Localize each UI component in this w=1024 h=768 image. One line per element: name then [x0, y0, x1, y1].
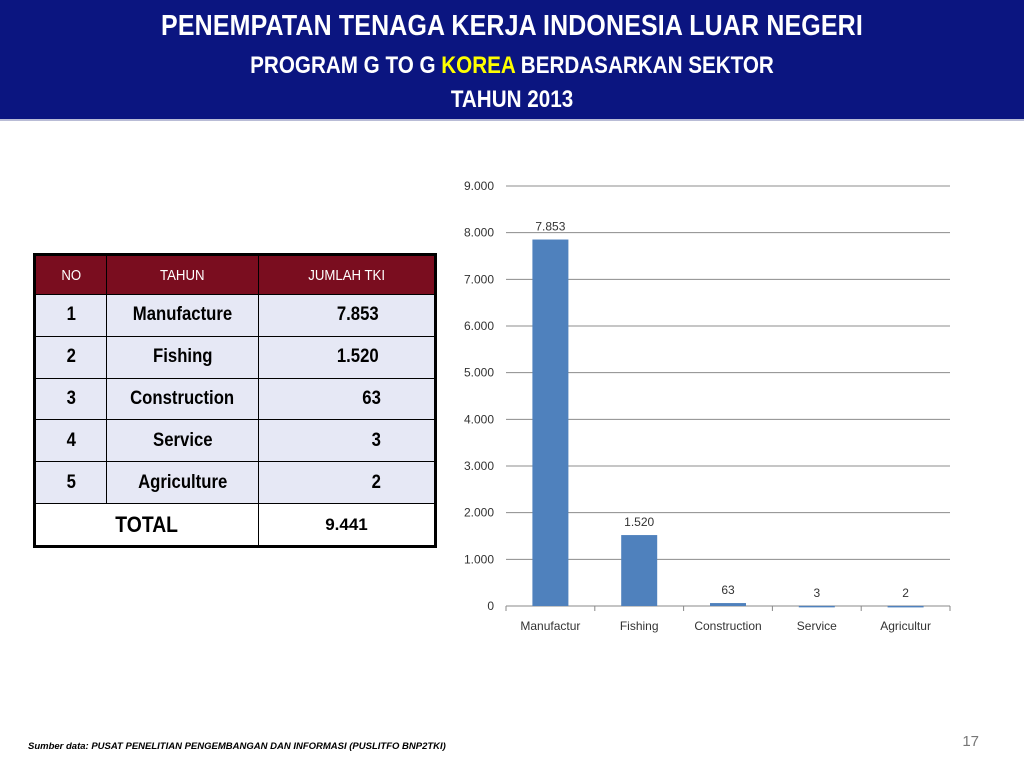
table-row: 1 Manufacture 7.853 [34, 294, 436, 337]
row-count: 3 [258, 419, 436, 463]
row-sector: Agriculture [106, 461, 259, 505]
row-no: 5 [34, 461, 107, 505]
data-label: 3 [813, 586, 820, 600]
slide-year: TAHUN 2013 [450, 86, 574, 113]
table-total-row: TOTAL 9.441 [34, 503, 436, 547]
x-tick-label: Manufactur [520, 619, 580, 633]
col-header-tahun: TAHUN [106, 254, 259, 295]
subtitle-suffix: BERDASARKAN SEKTOR [515, 52, 774, 79]
bar [710, 603, 746, 606]
sector-bar-chart: 0 1.000 2.000 3.000 4.000 5.000 6.000 7.000 8.00… [464, 179, 951, 633]
data-label: 2 [902, 586, 909, 600]
subtitle-highlight-korea: KOREA [441, 52, 516, 79]
row-count: 7.853 [258, 294, 436, 337]
bar [798, 605, 835, 608]
total-value: 9.441 [258, 503, 436, 547]
table-row: 2 Fishing 1.520 [34, 335, 436, 379]
bar [621, 535, 658, 606]
y-tick-label: 2.000 [464, 506, 494, 520]
row-sector: Fishing [106, 335, 259, 379]
table-row: 3 Construction 63 [34, 377, 436, 421]
page-number: 17 [962, 733, 979, 750]
chart-data-labels: 7.853 1.520 63 3 2 [535, 220, 909, 600]
x-tick-label: Construction [694, 619, 761, 633]
data-label: 63 [721, 583, 735, 597]
source-note: Sumber data: PUSAT PENELITIAN PENGEMBANG… [28, 741, 446, 752]
y-tick-label: 4.000 [464, 412, 494, 426]
table-row: 5 Agriculture 2 [34, 461, 436, 505]
y-tick-label: 5.000 [464, 366, 494, 380]
row-count: 1.520 [258, 335, 436, 379]
data-label: 1.520 [624, 515, 654, 529]
slide-title: PENEMPATAN TENAGA KERJA INDONESIA LUAR N… [161, 10, 863, 42]
row-no: 3 [34, 377, 107, 421]
y-tick-label: 3.000 [464, 459, 494, 473]
x-tick-label: Service [797, 619, 837, 633]
y-tick-label: 8.000 [464, 226, 494, 240]
sector-table: NO TAHUN JUMLAH TKI 1 Manufacture 7.853 … [33, 253, 437, 548]
chart-gridlines [505, 185, 951, 611]
table-row: 4 Service 3 [34, 419, 436, 463]
row-sector: Service [106, 419, 259, 463]
y-tick-label: 0 [487, 599, 494, 613]
chart-bars [532, 239, 924, 608]
x-tick-label: Fishing [620, 619, 659, 633]
row-sector: Construction [106, 377, 259, 421]
x-tick-label: Agricultur [880, 619, 931, 633]
slide-header: PENEMPATAN TENAGA KERJA INDONESIA LUAR N… [0, 0, 1024, 121]
table-header-row: NO TAHUN JUMLAH TKI [34, 254, 436, 295]
y-tick-label: 6.000 [464, 319, 494, 333]
total-label: TOTAL [34, 503, 259, 547]
y-tick-label: 9.000 [464, 179, 494, 193]
row-count: 63 [258, 377, 436, 421]
col-header-no: NO [34, 254, 107, 295]
y-tick-label: 1.000 [464, 552, 494, 566]
row-no: 4 [34, 419, 107, 463]
subtitle-prefix: PROGRAM G TO G [250, 52, 442, 79]
row-no: 2 [34, 335, 107, 379]
y-tick-label: 7.000 [464, 272, 494, 286]
row-count: 2 [258, 461, 436, 505]
row-sector: Manufacture [106, 294, 259, 337]
row-no: 1 [34, 294, 107, 337]
col-header-jumlah: JUMLAH TKI [258, 254, 436, 295]
bar [887, 605, 924, 608]
chart-x-tick-labels: Manufactur Fishing Construction Service Agri… [520, 619, 931, 633]
data-label: 7.853 [535, 220, 565, 234]
chart-y-tick-labels: 0 1.000 2.000 3.000 4.000 5.000 6.000 7.000 8.00… [464, 179, 494, 613]
bar [532, 239, 569, 606]
slide-subtitle: PROGRAM G TO G KOREA BERDASARKAN SEKTOR [72, 52, 953, 80]
